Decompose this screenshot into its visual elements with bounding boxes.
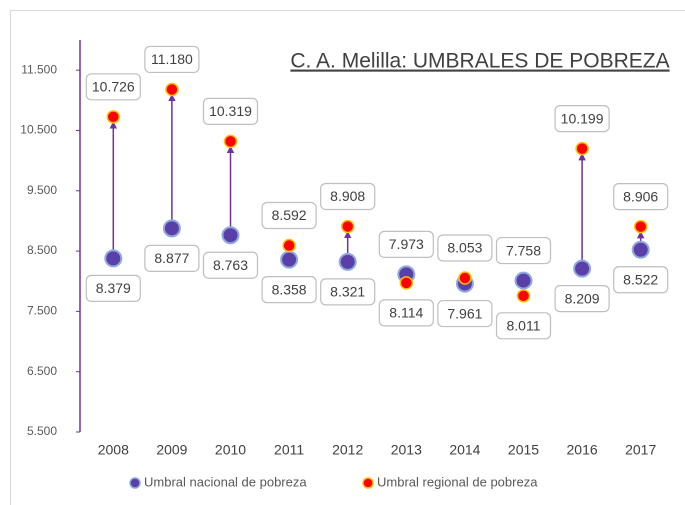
y-tick-label: 6.500 <box>27 364 57 378</box>
label-box <box>378 230 434 258</box>
legend-label: Umbral regional de pobreza <box>377 474 538 489</box>
data-label: 7.758 <box>506 242 541 258</box>
label-box <box>495 312 552 340</box>
data-label: 8.763 <box>213 257 248 273</box>
data-label: 8.379 <box>96 280 131 296</box>
data-label: 8.908 <box>330 188 365 204</box>
national-dot <box>573 259 592 278</box>
data-label: 8.906 <box>623 188 658 204</box>
x-tick-label: 2017 <box>625 442 656 458</box>
data-label: 10.199 <box>561 110 604 126</box>
national-dot <box>162 219 181 238</box>
data-label: 7.961 <box>447 305 482 321</box>
legend-marker <box>129 477 141 489</box>
legend-label: Umbral nacional de pobreza <box>144 474 307 489</box>
data-label: 10.726 <box>92 79 135 95</box>
label-box <box>495 236 552 265</box>
x-tick-label: 2015 <box>508 442 539 458</box>
data-label: 10.319 <box>209 103 252 119</box>
x-tick-label: 2013 <box>391 442 422 458</box>
x-tick-label: 2011 <box>274 442 304 458</box>
y-tick-label: 7.500 <box>27 304 57 318</box>
regional-dot <box>165 82 179 97</box>
label-box <box>613 182 669 211</box>
label-box <box>261 201 317 230</box>
national-dot <box>514 271 533 290</box>
label-box <box>320 278 376 306</box>
y-tick-label: 8.500 <box>27 243 57 257</box>
regional-dot <box>282 238 296 253</box>
national-dot <box>221 226 240 245</box>
data-label: 8.209 <box>565 290 600 306</box>
legend-marker <box>362 477 374 489</box>
regional-dot <box>340 219 355 234</box>
chart-title: C. A. Melilla: UMBRALES DE POBREZA <box>290 50 669 73</box>
x-tick-label: 2009 <box>156 442 187 458</box>
x-tick-label: 2016 <box>567 442 598 458</box>
label-box <box>554 105 610 133</box>
x-tick-label: 2010 <box>215 442 246 458</box>
label-box <box>378 299 434 327</box>
label-box <box>202 97 259 125</box>
data-label: 8.522 <box>623 271 658 287</box>
data-label: 8.321 <box>330 284 365 300</box>
label-box <box>613 266 669 294</box>
regional-dot <box>458 271 472 285</box>
y-tick-label: 9.500 <box>27 183 57 197</box>
data-label: 8.053 <box>447 240 482 256</box>
national-dot <box>338 252 357 271</box>
regional-dot <box>516 289 531 303</box>
label-box <box>85 274 141 302</box>
y-tick-label: 5.500 <box>27 424 57 438</box>
label-box <box>261 276 317 304</box>
regional-dot <box>223 134 238 149</box>
label-box <box>554 285 610 313</box>
data-label: 8.011 <box>507 318 541 334</box>
regional-dot <box>633 219 648 234</box>
label-box <box>437 299 493 328</box>
data-label: 8.877 <box>154 250 189 266</box>
data-label: 7.973 <box>389 236 424 252</box>
label-box <box>320 182 376 211</box>
label-box <box>144 244 200 272</box>
label-box <box>144 45 200 74</box>
label-box <box>437 234 493 262</box>
label-box <box>202 251 259 279</box>
label-box <box>85 73 141 101</box>
regional-dot <box>399 276 414 290</box>
regional-dot <box>106 110 121 124</box>
regional-dot <box>575 141 589 156</box>
national-dot <box>280 250 299 269</box>
data-label: 8.114 <box>389 305 423 321</box>
y-tick-label: 10.500 <box>20 123 57 137</box>
data-label: 11.180 <box>151 51 193 67</box>
national-dot <box>631 240 650 259</box>
y-tick-label: 11.500 <box>21 62 57 76</box>
data-label: 8.592 <box>272 207 307 223</box>
x-tick-label: 2012 <box>332 442 363 458</box>
national-dot <box>104 249 123 268</box>
x-tick-label: 2008 <box>98 442 129 458</box>
data-label: 8.358 <box>272 281 307 297</box>
x-tick-label: 2014 <box>449 442 480 458</box>
